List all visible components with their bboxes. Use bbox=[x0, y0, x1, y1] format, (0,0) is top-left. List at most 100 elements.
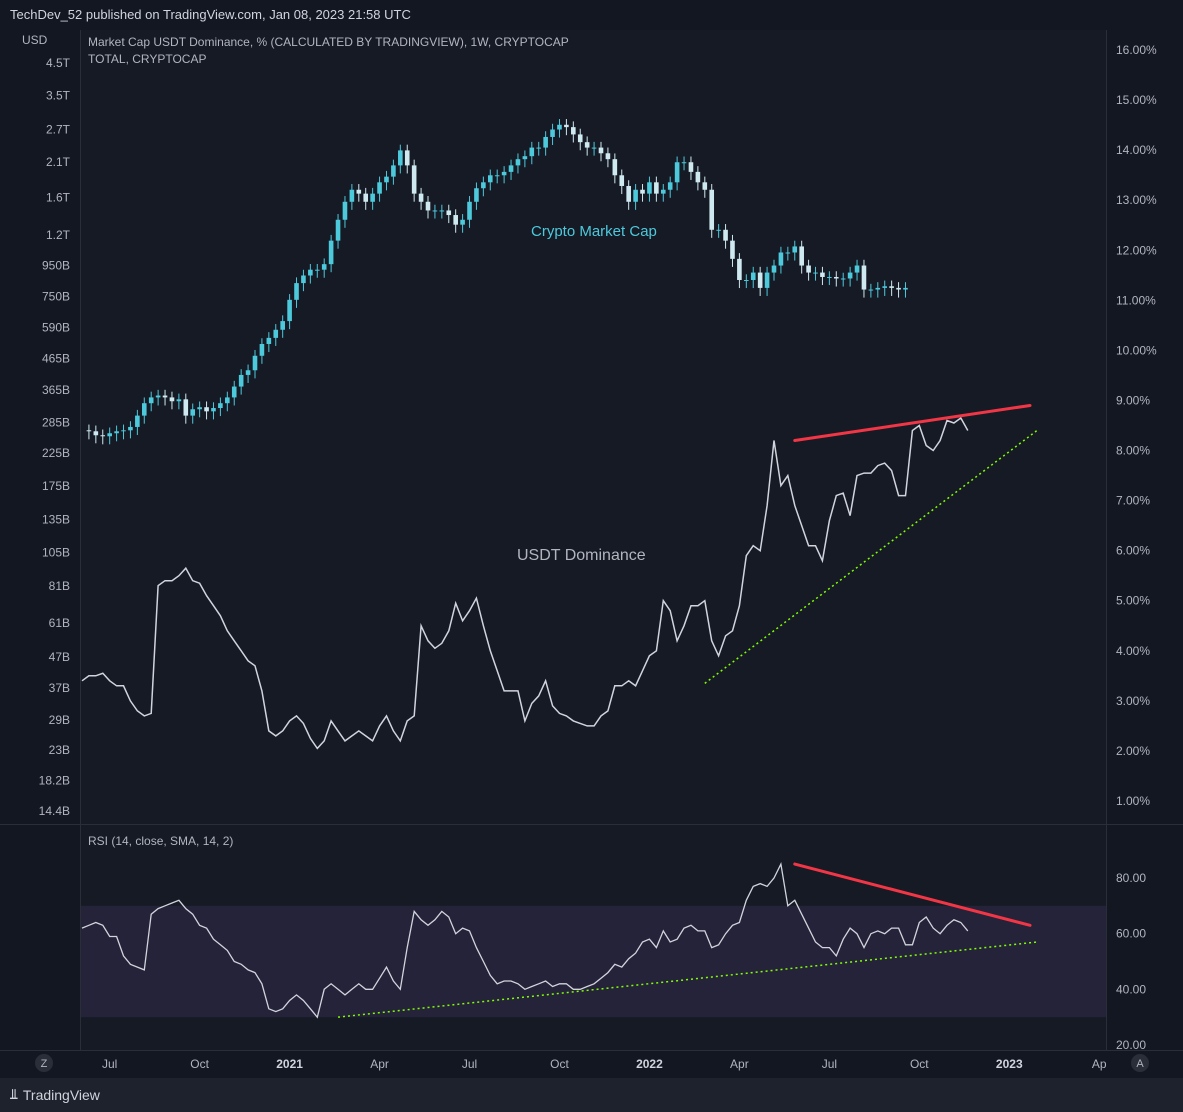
left-axis-tick: 105B bbox=[42, 545, 70, 559]
auto-scale-button[interactable] bbox=[1131, 1054, 1149, 1072]
main-pane[interactable]: Market Cap USDT Dominance, % (CALCULATED… bbox=[22, 30, 1157, 824]
candle-body bbox=[252, 355, 258, 371]
candle-body bbox=[474, 188, 479, 202]
candle-body bbox=[432, 210, 438, 212]
left-axis-tick: 285B bbox=[42, 415, 70, 429]
candle-body bbox=[391, 165, 396, 177]
candle-body bbox=[695, 171, 701, 183]
left-axis-tick: 37B bbox=[49, 681, 70, 695]
left-axis-tick: 29B bbox=[49, 713, 70, 727]
candle-body bbox=[827, 276, 832, 278]
left-axis-tick: 225B bbox=[42, 446, 70, 460]
candle-body bbox=[702, 182, 708, 190]
tradingview-logo-icon: ⫫ bbox=[10, 1086, 18, 1102]
candle-body bbox=[868, 289, 874, 291]
zoom-button-label: Z bbox=[41, 1058, 48, 1070]
candle-body bbox=[757, 272, 763, 288]
candle-body bbox=[723, 229, 728, 241]
rsi-band-area bbox=[80, 905, 1106, 1018]
candle-body bbox=[141, 403, 147, 416]
tradingview-logo[interactable]: ⫫ TradingView bbox=[10, 1086, 100, 1103]
candle-body bbox=[204, 407, 209, 412]
auto-scale-button-label: A bbox=[1136, 1058, 1144, 1070]
right-axis-tick: 10.00% bbox=[1116, 343, 1157, 357]
market-cap-candles bbox=[86, 119, 908, 445]
crypto-market-cap-annotation: Crypto Market Cap bbox=[531, 223, 657, 240]
candle-body bbox=[294, 283, 299, 300]
candle-body bbox=[121, 430, 126, 432]
candle-body bbox=[197, 407, 202, 410]
candle-body bbox=[785, 252, 791, 254]
chart-canvas[interactable]: Market Cap USDT Dominance, % (CALCULATED… bbox=[0, 30, 1183, 1078]
candle-body bbox=[218, 403, 223, 409]
candle-body bbox=[674, 162, 680, 183]
right-axis-tick: 4.00% bbox=[1116, 644, 1150, 658]
main-legend-title: Market Cap USDT Dominance, % (CALCULATED… bbox=[88, 35, 569, 49]
rsi-line bbox=[81, 862, 969, 1019]
candle-body bbox=[481, 182, 486, 189]
candle-body bbox=[716, 229, 721, 231]
time-axis-label: Jul bbox=[822, 1057, 837, 1071]
left-axis-tick: 3.5T bbox=[46, 89, 71, 103]
candle-body bbox=[709, 189, 715, 230]
time-axis-label: 2023 bbox=[996, 1057, 1023, 1071]
candle-body bbox=[211, 408, 216, 412]
candle-body bbox=[183, 399, 189, 416]
time-axis-label: Apr bbox=[730, 1057, 749, 1071]
candle-body bbox=[314, 269, 320, 271]
time-axis-label: Ap bbox=[1092, 1057, 1107, 1071]
candle-body bbox=[114, 431, 119, 434]
rsi-resistance-trendline bbox=[793, 862, 1032, 927]
left-axis-tick: 23B bbox=[49, 743, 70, 757]
candle-body bbox=[833, 276, 839, 279]
zoom-button[interactable] bbox=[35, 1054, 53, 1072]
left-axis-tick: 465B bbox=[42, 352, 70, 366]
left-axis-tick: 2.7T bbox=[46, 123, 71, 137]
candle-body bbox=[522, 156, 528, 160]
right-axis-tick: 15.00% bbox=[1116, 93, 1157, 107]
candle-body bbox=[162, 395, 168, 398]
candle-body bbox=[820, 272, 825, 277]
time-axis[interactable]: Jul Oct 2021 Apr Jul Oct 2022 Apr Jul Oct 2023 Ap Z… bbox=[0, 1050, 1183, 1073]
candle-body bbox=[128, 426, 133, 431]
candle-body bbox=[626, 185, 631, 202]
candle-body bbox=[764, 272, 770, 288]
left-axis-tick: 1.6T bbox=[46, 191, 71, 205]
right-axis-tick: 1.00% bbox=[1116, 794, 1150, 808]
candle-body bbox=[259, 343, 265, 356]
time-axis-label: Jul bbox=[462, 1057, 477, 1071]
right-axis-tick: 7.00% bbox=[1116, 494, 1150, 508]
candle-body bbox=[418, 193, 424, 202]
candle-body bbox=[487, 175, 493, 183]
candle-body bbox=[598, 147, 604, 154]
candle-body bbox=[771, 265, 777, 273]
candle-body bbox=[571, 127, 576, 135]
left-axis-ticks: 4.5T 3.5T 2.7T 2.1T 1.6T 1.2T 950B 750B 590B 465B… bbox=[39, 56, 71, 818]
candle-body bbox=[446, 210, 452, 216]
time-axis-label: Oct bbox=[910, 1057, 929, 1071]
candle-body bbox=[861, 265, 867, 290]
candle-body bbox=[231, 386, 237, 398]
candle-body bbox=[681, 162, 687, 164]
right-axis-tick: 6.00% bbox=[1116, 544, 1150, 558]
candle-body bbox=[301, 275, 306, 284]
candle-body bbox=[467, 201, 472, 220]
candle-body bbox=[612, 159, 618, 176]
rsi-pane[interactable]: RSI (14, close, SMA, 14, 2) 80.00 60.00 40… bbox=[80, 825, 1146, 1052]
time-axis-label: 2021 bbox=[276, 1057, 303, 1071]
right-axis-tick: 9.00% bbox=[1116, 393, 1150, 407]
candle-body bbox=[557, 124, 562, 130]
footer-bar: ⫫ TradingView bbox=[0, 1078, 1183, 1112]
candle-body bbox=[806, 265, 811, 273]
candle-body bbox=[411, 165, 417, 194]
right-axis-tick: 2.00% bbox=[1116, 744, 1150, 758]
candle-body bbox=[176, 399, 182, 402]
time-axis-labels: Jul Oct 2021 Apr Jul Oct 2022 Apr Jul Oct 2023 Ap bbox=[102, 1057, 1107, 1071]
candle-body bbox=[882, 286, 888, 288]
candle-body bbox=[155, 395, 161, 398]
left-axis-tick: 1.2T bbox=[46, 228, 71, 242]
candle-body bbox=[654, 182, 659, 194]
right-axis-tick: 16.00% bbox=[1116, 43, 1157, 57]
candle-body bbox=[667, 182, 673, 190]
candle-body bbox=[308, 269, 313, 276]
